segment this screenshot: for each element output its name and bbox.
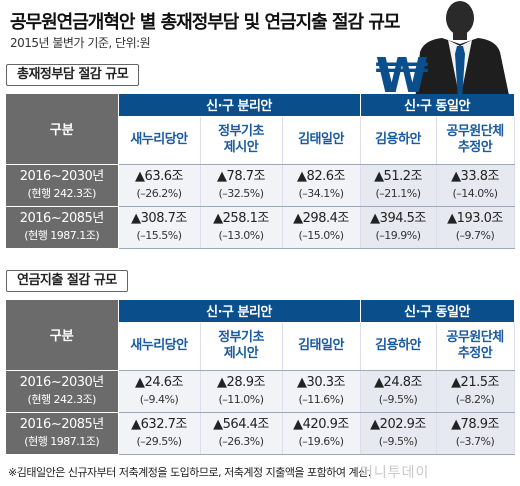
col-header-saenuri: 새누리당안	[118, 322, 201, 371]
data-cell: ▲21.5조 (–8.2%)	[436, 370, 515, 413]
data-cell: ▲632.7조 (–29.5%)	[118, 412, 201, 455]
col-header-union: 공무원단체 추정안	[436, 116, 515, 165]
row-header: 2016~2030년 (현행 242.3조)	[6, 164, 119, 207]
table-row: 2016~2030년 (현행 242.3조) ▲24.6조 (–9.4%) ▲28.…	[6, 370, 515, 413]
pension-expenditure-table: 구분 신·구 분리안 신·구 동일안 새누리당안 정부기초 제시안 김태일안 김용…	[6, 300, 515, 455]
won-sign-icon: ₩	[376, 48, 429, 100]
col-header-saenuri: 새누리당안	[118, 116, 201, 165]
watermark-logo: 머니투데이	[360, 465, 430, 481]
data-cell: ▲28.9조 (–11.0%)	[200, 370, 283, 413]
businessman-won-icon: ₩	[376, 1, 510, 100]
fiscal-burden-table: 구분 신·구 분리안 신·구 동일안 새누리당안 정부기초 제시안 김태일안 김용…	[6, 94, 515, 249]
data-cell: ▲24.8조 (–9.5%)	[360, 370, 437, 413]
data-cell: ▲394.5조 (–19.9%)	[360, 206, 437, 249]
data-cell: ▲78.9조 (–3.7%)	[436, 412, 515, 455]
data-cell: ▲63.6조 (–26.2%)	[118, 164, 201, 207]
data-cell: ▲24.6조 (–9.4%)	[118, 370, 201, 413]
group-header-same: 신·구 동일안	[360, 94, 515, 117]
col-header-government: 정부기초 제시안	[200, 116, 283, 165]
data-cell: ▲33.8조 (–14.0%)	[436, 164, 515, 207]
table-row: 2016~2085년 (현행 1987.1조) ▲632.7조 (–29.5%) ▲…	[6, 412, 515, 455]
data-cell: ▲78.7조 (–32.5%)	[200, 164, 283, 207]
data-cell: ▲193.0조 (–9.7%)	[436, 206, 515, 249]
col-header-union: 공무원단체 추정안	[436, 322, 515, 371]
section-title-fiscal-burden: 총재정부담 절감 규모	[6, 64, 140, 86]
data-cell: ▲82.6조 (–34.1%)	[282, 164, 361, 207]
row-header: 2016~2030년 (현행 242.3조)	[6, 370, 119, 413]
data-cell: ▲564.4조 (–26.3%)	[200, 412, 283, 455]
data-cell: ▲298.4조 (–15.0%)	[282, 206, 361, 249]
gubun-header: 구분	[6, 94, 119, 165]
col-header-kim-yongha: 김용하안	[360, 116, 437, 165]
data-cell: ▲308.7조 (–15.5%)	[118, 206, 201, 249]
col-header-kim-taeil: 김태일안	[282, 322, 361, 371]
data-cell: ▲51.2조 (–21.1%)	[360, 164, 437, 207]
footnote: ※김태일안은 신규자부터 저축계정을 도입하므로, 저축계정 지출액을 포함하여…	[8, 466, 371, 479]
table-row: 2016~2085년 (현행 1987.1조) ▲308.7조 (–15.5%) ▲…	[6, 206, 515, 249]
row-header: 2016~2085년 (현행 1987.1조)	[6, 412, 119, 455]
data-cell: ▲202.9조 (–9.5%)	[360, 412, 437, 455]
col-header-kim-yongha: 김용하안	[360, 322, 437, 371]
data-cell: ▲420.9조 (–19.6%)	[282, 412, 361, 455]
data-cell: ▲258.1조 (–13.0%)	[200, 206, 283, 249]
page-title: 공무원연금개혁안 별 총재정부담 및 연금지출 절감 규모	[10, 12, 400, 33]
data-cell: ▲30.3조 (–11.6%)	[282, 370, 361, 413]
row-header: 2016~2085년 (현행 1987.1조)	[6, 206, 119, 249]
group-header-same: 신·구 동일안	[360, 300, 515, 323]
col-header-government: 정부기초 제시안	[200, 322, 283, 371]
section-title-pension-expenditure: 연금지출 절감 규모	[6, 270, 128, 292]
gubun-header: 구분	[6, 300, 119, 371]
table-row: 2016~2030년 (현행 242.3조) ▲63.6조 (–26.2%) ▲78…	[6, 164, 515, 207]
page-subtitle: 2015년 불변가 기준, 단위:원	[10, 36, 151, 50]
group-header-separate: 신·구 분리안	[118, 94, 361, 117]
col-header-kim-taeil: 김태일안	[282, 116, 361, 165]
group-header-separate: 신·구 분리안	[118, 300, 361, 323]
